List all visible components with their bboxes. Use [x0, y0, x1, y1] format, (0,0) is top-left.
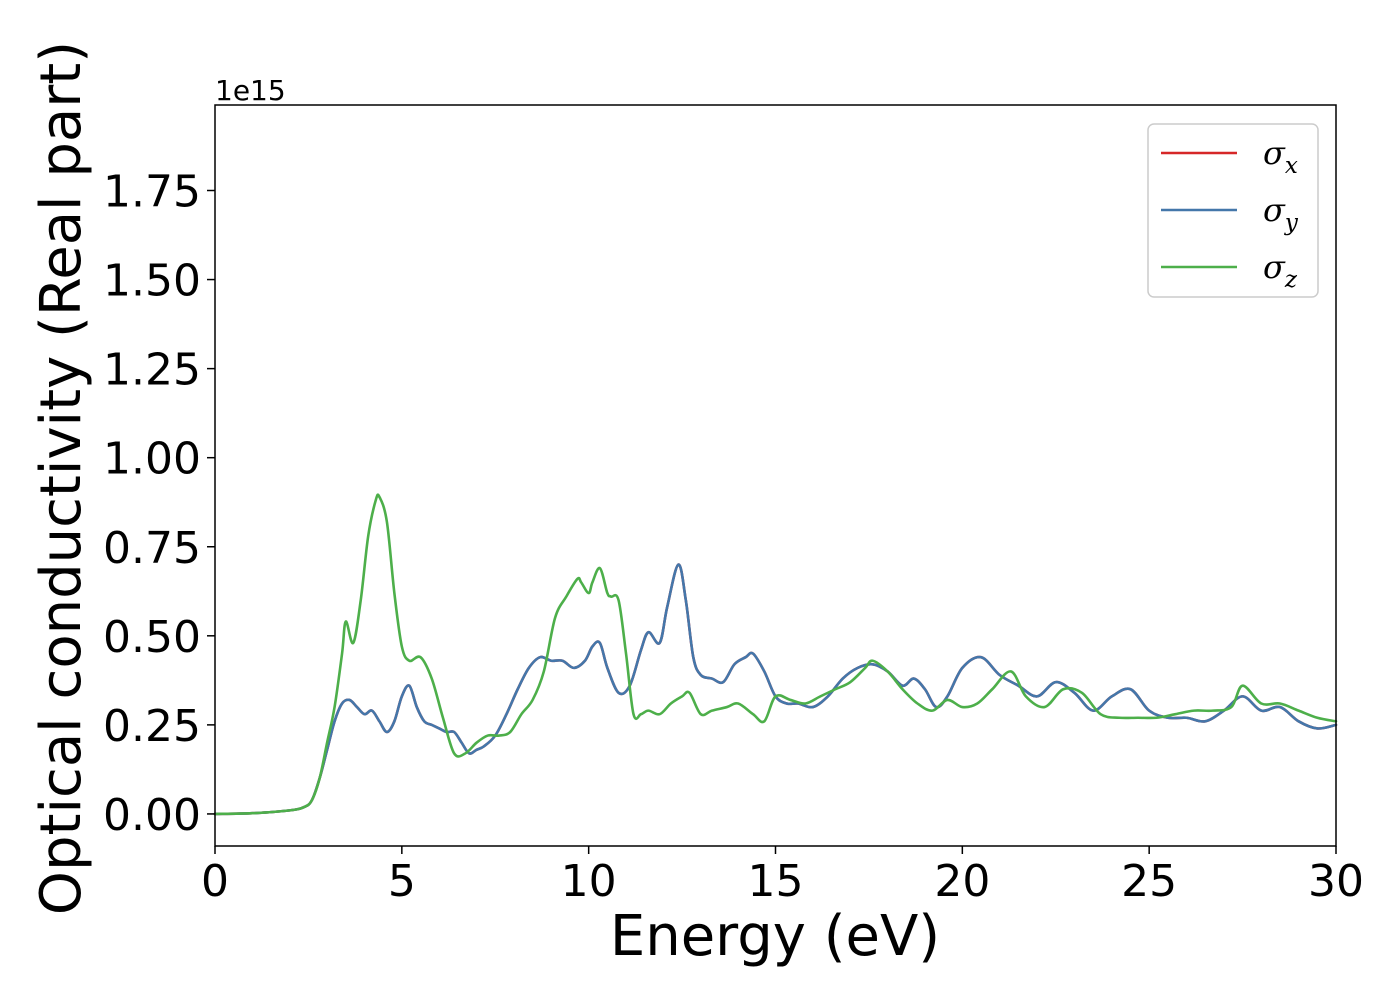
y-tick-label: 1.25 — [103, 345, 201, 396]
x-tick-label: 25 — [1121, 856, 1177, 907]
legend-label-base: σ — [1263, 134, 1286, 172]
series-line-y — [213, 563, 1338, 816]
legend-label-y: σy — [1263, 191, 1299, 236]
legend-label-x: σx — [1263, 134, 1298, 179]
x-axis-ticks: 0 5 10 15 20 25 30 — [201, 846, 1364, 907]
x-tick-label: 30 — [1308, 856, 1364, 907]
series-line-z — [213, 493, 1338, 816]
y-tick-label: 0.25 — [103, 701, 201, 752]
legend-label-base: σ — [1263, 191, 1286, 229]
x-tick-label: 5 — [388, 856, 416, 907]
x-tick-label: 0 — [201, 856, 229, 907]
y-tick-label: 0.00 — [103, 790, 201, 841]
x-tick-label: 10 — [561, 856, 617, 907]
legend-label-subscript: y — [1284, 210, 1299, 236]
y-tick-label: 1.00 — [103, 434, 201, 485]
legend-label-base: σ — [1263, 248, 1286, 286]
series-line-x — [213, 563, 1338, 816]
y-tick-label: 0.50 — [103, 612, 201, 663]
legend-label-subscript: x — [1285, 153, 1298, 179]
y-axis-ticks: 0.00 0.25 0.50 0.75 1.00 1.25 1.50 1.75 — [103, 167, 215, 841]
legend-label-subscript: z — [1284, 267, 1298, 293]
x-tick-label: 15 — [748, 856, 804, 907]
x-axis-label: Energy (eV) — [610, 904, 940, 969]
series-layer — [213, 493, 1338, 816]
y-tick-label: 1.75 — [103, 167, 201, 218]
y-tick-label: 1.50 — [103, 256, 201, 307]
y-tick-label: 0.75 — [103, 523, 201, 574]
legend-label-z: σz — [1263, 248, 1298, 293]
y-offset-label: 1e15 — [215, 74, 286, 107]
x-tick-label: 20 — [934, 856, 990, 907]
y-axis-label: Optical conductivity (Real part) — [29, 41, 94, 915]
